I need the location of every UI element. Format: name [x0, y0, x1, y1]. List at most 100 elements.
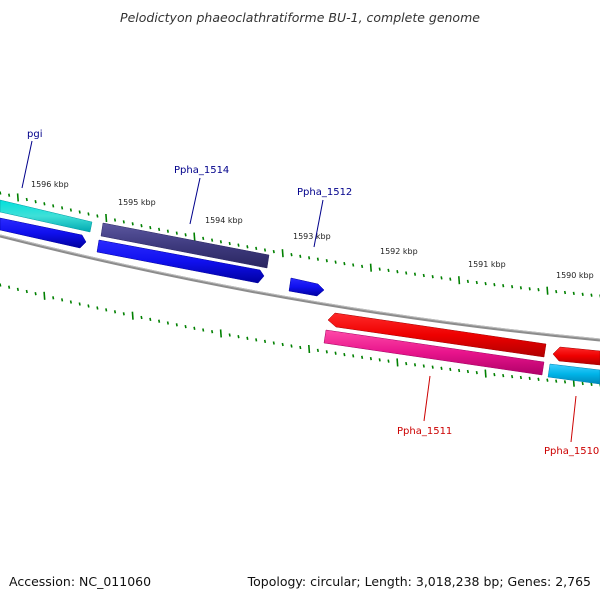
kbp-tick-minor: [422, 273, 425, 278]
leader-line: [570, 395, 577, 443]
kbp-tick-minor: [228, 241, 231, 246]
kbp-tick-minor: [113, 310, 117, 314]
kbp-tick-minor: [475, 370, 478, 375]
kbp-label: 1591 kbp: [468, 260, 506, 269]
kbp-tick-minor: [378, 358, 381, 362]
kbp-tick-major: [43, 291, 46, 300]
kbp-tick-minor: [396, 270, 399, 274]
gene-lightblue-ppha-1510[interactable]: [547, 363, 600, 385]
kbp-tick-minor: [25, 197, 28, 202]
gene-blue-pgi[interactable]: [0, 217, 87, 249]
kbp-tick-minor: [202, 236, 205, 241]
gene-slate-ppha-1514[interactable]: [100, 222, 270, 269]
kbp-tick-minor: [0, 191, 2, 195]
kbp-tick-minor: [563, 290, 567, 295]
kbp-tick-minor: [511, 374, 514, 379]
gene-blue-ppha-1512[interactable]: [288, 277, 325, 297]
kbp-tick-minor: [537, 377, 540, 381]
genome-backbone-highlight: [0, 234, 600, 340]
kbp-tick-minor: [263, 339, 267, 344]
kbp-tick-minor: [511, 285, 514, 289]
kbp-ticks-upper: [0, 191, 600, 298]
kbp-tick-minor: [387, 268, 390, 273]
leader-line: [423, 375, 431, 422]
kbp-tick-minor: [581, 292, 584, 296]
gene-pink-ppha-1511[interactable]: [323, 329, 545, 376]
kbp-tick-minor: [158, 319, 161, 323]
kbp-tick-minor: [263, 248, 267, 252]
kbp-tick-minor: [519, 375, 522, 380]
kbp-tick-minor: [528, 287, 531, 291]
kbp-label: 1596 kbp: [31, 180, 69, 189]
kbp-tick-minor: [440, 366, 443, 370]
kbp-tick-minor: [140, 315, 143, 320]
kbp-tick-minor: [308, 256, 311, 260]
kbp-tick-minor: [202, 328, 205, 332]
kbp-tick-minor: [166, 321, 169, 325]
kbp-tick-minor: [219, 240, 222, 244]
gene-label-ppha-1511[interactable]: Ppha_1511: [397, 426, 452, 437]
kbp-tick-minor: [87, 212, 90, 216]
gene-label-ppha-1514[interactable]: Ppha_1514: [174, 165, 229, 176]
genome-summary-text: Topology: circular; Length: 3,018,238 bp…: [247, 574, 591, 589]
kbp-tick-minor: [78, 210, 81, 214]
kbp-tick-minor: [405, 271, 408, 275]
kbp-label: 1594 kbp: [205, 216, 243, 225]
kbp-tick-minor: [343, 261, 346, 266]
kbp-label: 1595 kbp: [118, 198, 156, 207]
kbp-tick-minor: [122, 312, 125, 316]
kbp-ticks-lower: [0, 283, 600, 387]
kbp-tick-minor: [431, 275, 434, 279]
kbp-tick-minor: [458, 368, 461, 373]
kbp-tick-major: [546, 286, 549, 295]
kbp-tick-minor: [52, 204, 55, 208]
kbp-tick-minor: [0, 283, 2, 287]
kbp-tick-minor: [449, 277, 452, 281]
kbp-tick-major: [458, 276, 461, 285]
kbp-tick-minor: [228, 333, 231, 337]
kbp-tick-minor: [563, 380, 567, 384]
kbp-tick-major: [16, 193, 19, 202]
gene-blue-2[interactable]: [96, 239, 265, 284]
genome-backbone: [0, 234, 600, 342]
kbp-tick-minor: [502, 373, 505, 378]
kbp-tick-minor: [184, 233, 187, 237]
kbp-tick-minor: [96, 214, 99, 218]
kbp-tick-major: [193, 232, 196, 241]
kbp-tick-minor: [352, 354, 355, 358]
kbp-tick-major: [484, 369, 487, 378]
kbp-tick-minor: [590, 293, 593, 297]
kbp-tick-minor: [334, 351, 337, 355]
leader-line: [313, 199, 324, 248]
gene-label-ppha-1510[interactable]: Ppha_1510: [544, 446, 599, 457]
gene-teal[interactable]: [0, 199, 93, 233]
kbp-tick-minor: [431, 365, 434, 369]
kbp-tick-minor: [158, 227, 161, 232]
kbp-tick-minor: [34, 200, 37, 204]
kbp-tick-minor: [122, 220, 125, 224]
kbp-label: 1593 kbp: [293, 232, 331, 241]
gene-red-2[interactable]: [552, 346, 600, 366]
gene-label-pgi[interactable]: pgi: [27, 129, 42, 140]
kbp-tick-minor: [334, 260, 337, 264]
kbp-tick-minor: [325, 259, 328, 263]
kbp-tick-minor: [105, 308, 108, 312]
leader-line: [189, 177, 201, 225]
gene-label-ppha-1512[interactable]: Ppha_1512: [297, 187, 352, 198]
kbp-tick-minor: [555, 379, 558, 383]
kbp-tick-minor: [193, 326, 196, 330]
kbp-tick-minor: [246, 245, 249, 249]
kbp-tick-major: [396, 358, 399, 367]
kbp-tick-minor: [237, 243, 240, 247]
kbp-tick-minor: [422, 364, 425, 368]
gene-red-1[interactable]: [327, 312, 547, 358]
map-title: Pelodictyon phaeoclathratiforme BU-1, co…: [120, 10, 480, 25]
kbp-tick-minor: [69, 208, 72, 212]
kbp-tick-major: [308, 344, 311, 354]
kbp-tick-minor: [61, 298, 64, 302]
kbp-tick-minor: [184, 324, 187, 329]
kbp-tick-minor: [387, 359, 390, 363]
kbp-tick-minor: [43, 202, 46, 206]
leader-line: [21, 140, 33, 189]
kbp-tick-minor: [87, 304, 90, 308]
